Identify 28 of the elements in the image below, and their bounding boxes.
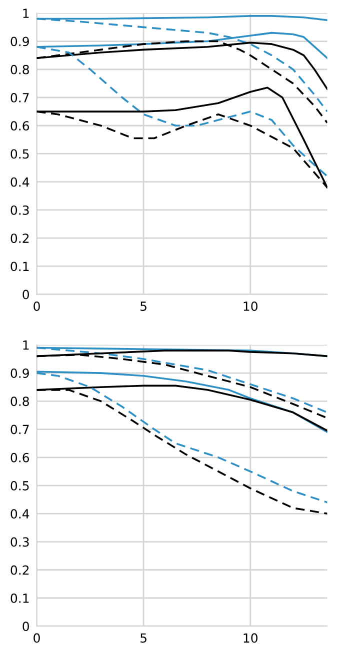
x-tick-label: 0: [34, 302, 40, 311]
y-tick-label: 0.6: [10, 121, 30, 131]
y-tick-label: 0.5: [10, 149, 29, 159]
y-tick-label: 0.6: [10, 452, 30, 462]
y-tick-label: 0.7: [10, 424, 29, 434]
y-tick-label: 0: [22, 622, 29, 632]
y-tick-label: 0.9: [10, 368, 29, 378]
y-tick-label: 0.5: [10, 480, 29, 490]
x-tick-label: 5: [140, 302, 146, 311]
y-tick-label: 0: [22, 290, 29, 300]
y-tick-label: 0.4: [10, 509, 30, 519]
y-tick-label: 0.4: [10, 177, 30, 187]
x-tick-label: 0: [34, 633, 40, 643]
y-tick-label: 0.1: [10, 262, 29, 272]
y-tick-label: 1: [23, 340, 29, 350]
y-tick-label: 0.3: [10, 205, 29, 215]
y-tick-label: 0.2: [10, 565, 29, 575]
y-tick-label: 0.9: [10, 36, 29, 46]
y-tick-label: 0.7: [10, 92, 29, 102]
y-tick-label: 1: [23, 8, 29, 18]
y-tick-label: 0.1: [10, 593, 29, 603]
x-tick-label: 5: [140, 633, 146, 643]
y-tick-label: 0.2: [10, 234, 29, 244]
y-tick-label: 0.8: [10, 64, 29, 74]
y-tick-label: 0.3: [10, 537, 29, 547]
x-tick-label: 10: [244, 302, 258, 311]
y-tick-label: 0.8: [10, 396, 29, 406]
x-tick-label: 10: [244, 633, 258, 643]
